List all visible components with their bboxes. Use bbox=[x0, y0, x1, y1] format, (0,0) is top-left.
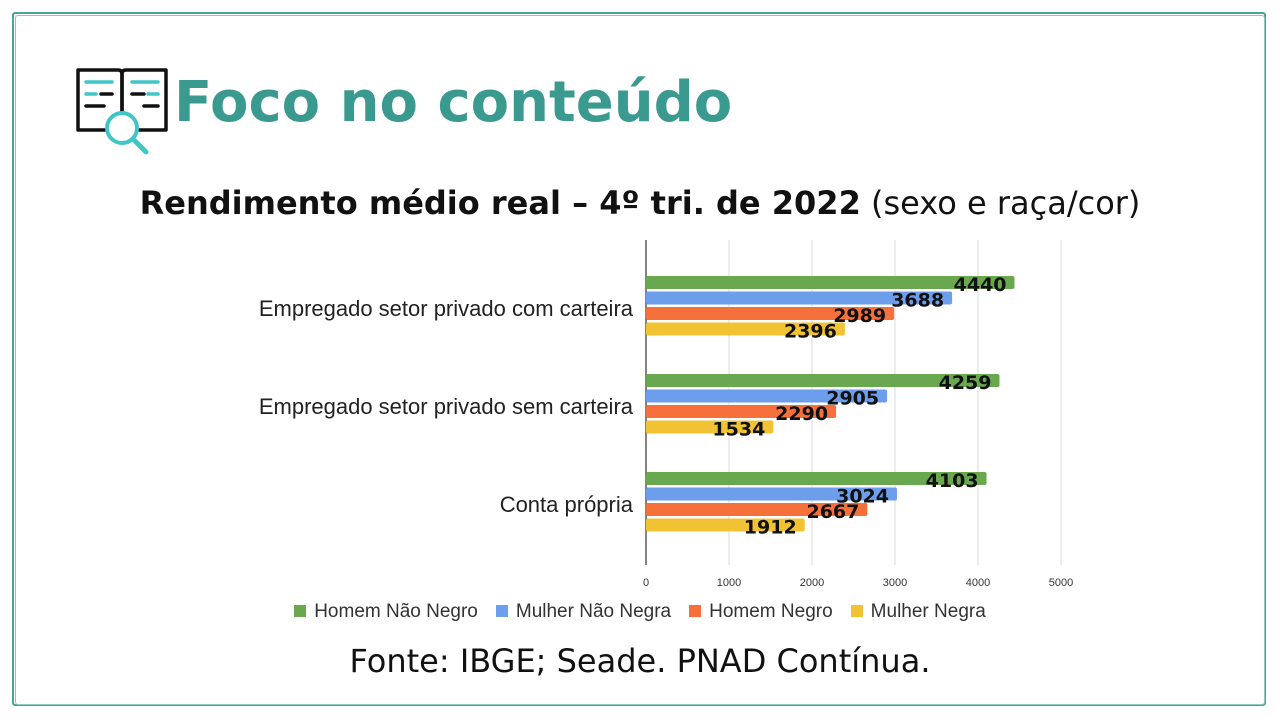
data-label: 3024 bbox=[836, 486, 889, 508]
data-label: 4259 bbox=[939, 372, 992, 394]
slide-frame bbox=[12, 12, 1266, 706]
legend-swatch bbox=[495, 605, 508, 617]
category-label: Conta própria bbox=[500, 492, 634, 517]
page-title: Foco no conteúdo bbox=[174, 70, 733, 135]
bar bbox=[646, 518, 805, 532]
book-search-icon bbox=[76, 68, 168, 155]
x-tick-label: 0 bbox=[643, 577, 649, 589]
legend-swatch bbox=[850, 605, 863, 617]
legend-swatch bbox=[294, 605, 307, 617]
data-label: 4440 bbox=[954, 274, 1007, 296]
data-label: 2290 bbox=[775, 403, 828, 425]
legend-item: Homem Não Negro bbox=[294, 601, 478, 623]
source-note: Fonte: IBGE; Seade. PNAD Contínua. bbox=[349, 642, 931, 680]
data-label: 2905 bbox=[826, 388, 879, 410]
data-label: 3688 bbox=[891, 290, 944, 312]
category-label: Empregado setor privado sem carteira bbox=[259, 394, 634, 419]
data-label: 1534 bbox=[712, 419, 765, 441]
legend-item: Mulher Não Negra bbox=[495, 601, 672, 623]
bar bbox=[646, 389, 888, 403]
legend-label: Homem Negro bbox=[709, 601, 833, 622]
slide-frame-inner bbox=[15, 15, 1265, 705]
data-label: 2396 bbox=[784, 321, 837, 343]
bar bbox=[646, 291, 953, 305]
bar bbox=[646, 374, 1000, 387]
x-tick-label: 5000 bbox=[1049, 577, 1073, 589]
bar bbox=[646, 307, 895, 320]
chart-title-normal: (sexo e raça/cor) bbox=[860, 184, 1141, 222]
x-tick-label: 3000 bbox=[883, 577, 907, 589]
chart-title-bold: Rendimento médio real – 4º tri. de 2022 bbox=[139, 184, 861, 222]
bar bbox=[646, 503, 868, 516]
legend-label: Homem Não Negro bbox=[314, 601, 478, 622]
legend-item: Mulher Negra bbox=[850, 601, 986, 623]
chart-title: Rendimento médio real – 4º tri. de 2022 … bbox=[0, 184, 1280, 222]
x-tick-label: 4000 bbox=[966, 577, 990, 589]
data-label: 2989 bbox=[833, 305, 886, 327]
data-label: 2667 bbox=[806, 501, 859, 523]
bar bbox=[646, 420, 774, 434]
x-tick-label: 2000 bbox=[800, 577, 824, 589]
legend-item: Homem Negro bbox=[689, 601, 833, 623]
data-label: 1912 bbox=[744, 517, 797, 539]
chart-legend: Homem Não Negro Mulher Não Negra Homem Neg… bbox=[0, 601, 1280, 623]
legend-label: Mulher Negra bbox=[870, 601, 986, 622]
bar bbox=[646, 405, 837, 418]
bar bbox=[646, 276, 1015, 289]
bar bbox=[646, 487, 897, 501]
bar bbox=[646, 322, 845, 336]
bar bbox=[646, 472, 987, 485]
x-tick-label: 1000 bbox=[717, 577, 741, 589]
legend-swatch bbox=[689, 605, 702, 617]
data-label: 4103 bbox=[926, 470, 979, 492]
legend-label: Mulher Não Negra bbox=[515, 601, 672, 622]
category-label: Empregado setor privado com carteira bbox=[259, 296, 634, 321]
